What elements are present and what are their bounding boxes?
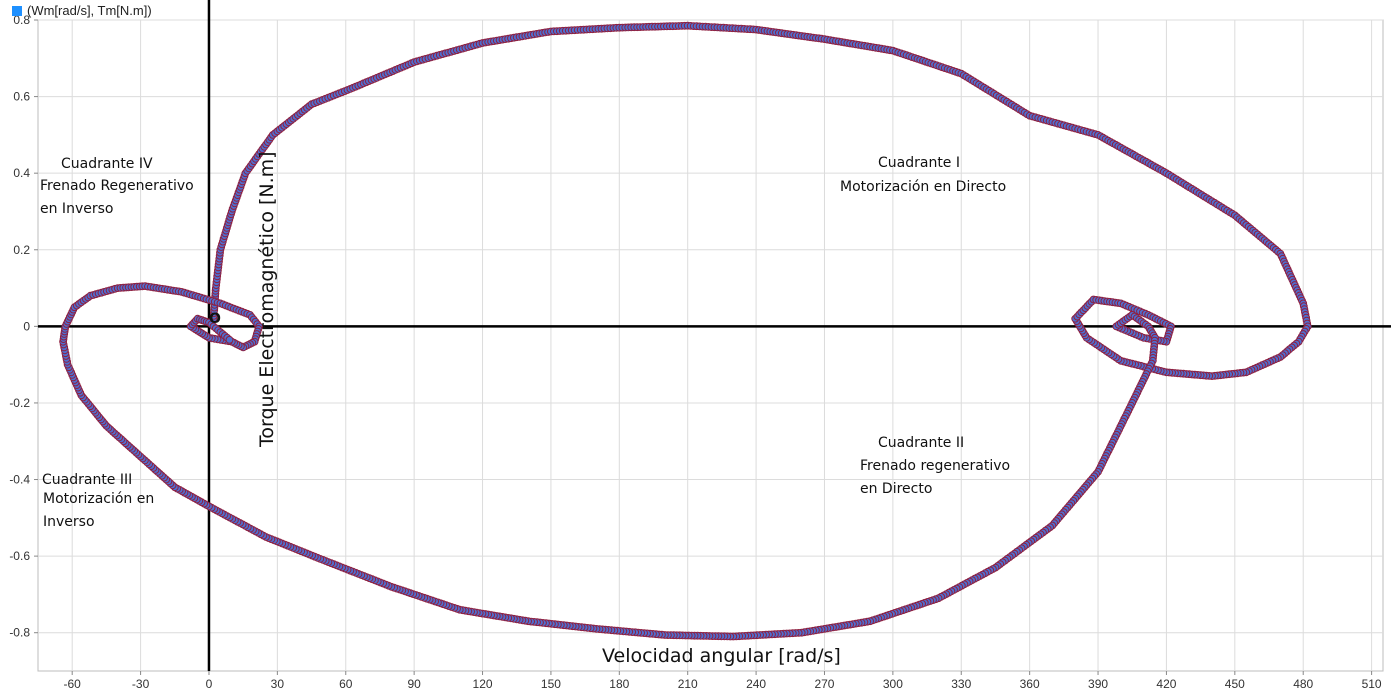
annotation-line: Cuadrante IV	[61, 156, 153, 172]
y-tick-label: 0.6	[13, 90, 30, 104]
x-tick-label: 360	[1020, 677, 1040, 691]
legend[interactable]: (Wm[rad/s], Tm[N.m])	[12, 3, 152, 18]
x-tick-label: 300	[883, 677, 903, 691]
x-tick-label: -60	[64, 677, 82, 691]
x-tick-label: 0	[206, 677, 213, 691]
y-tick-label: 0.8	[13, 13, 30, 27]
y-tick-label: 0	[23, 319, 30, 333]
y-tick-label: -0.4	[9, 473, 30, 487]
x-tick-label: 510	[1362, 677, 1382, 691]
x-tick-label: 90	[407, 677, 421, 691]
y-tick-label: -0.6	[9, 549, 30, 563]
x-axis-title: Velocidad angular [rad/s]	[602, 645, 841, 667]
x-tick-label: 330	[951, 677, 971, 691]
annotation-quadrant-3: Cuadrante III Motorización en Inverso	[42, 472, 154, 530]
x-tick-label: 120	[473, 677, 493, 691]
plot-area	[37, 19, 1384, 672]
x-tick-label: 390	[1088, 677, 1108, 691]
legend-swatch	[12, 6, 22, 16]
x-tick-label: 420	[1156, 677, 1176, 691]
y-tick-label: -0.2	[9, 396, 30, 410]
annotation-line: Motorización en	[43, 491, 154, 507]
y-tick-label: 0.4	[13, 166, 30, 180]
x-tick-label: 180	[609, 677, 629, 691]
tick-labels: -60 -30 0 30 60 90 120 150 180 210 240 270 300 330 360…	[9, 13, 1382, 691]
annotation-line: Frenado Regenerativo	[40, 178, 194, 194]
annotation-line: Cuadrante I	[878, 155, 960, 171]
data-series	[59, 21, 1312, 641]
annotation-quadrant-4: Cuadrante IV Frenado Regenerativo en Inv…	[40, 156, 194, 217]
annotation-quadrant-2: Cuadrante II Frenado regenerativo en Dir…	[860, 435, 1010, 497]
y-axis-title: Torque Electromagnético [N.m]	[256, 151, 278, 448]
legend-label: (Wm[rad/s], Tm[N.m])	[27, 3, 152, 18]
origin-label: O	[209, 311, 221, 327]
x-tick-label: 450	[1225, 677, 1245, 691]
annotation-quadrant-1: Cuadrante I Motorización en Directo	[840, 155, 1006, 195]
data-point	[225, 335, 234, 344]
y-tick-label: -0.8	[9, 626, 30, 640]
annotation-line: Cuadrante III	[42, 472, 132, 488]
annotation-line: Motorización en Directo	[840, 179, 1006, 195]
annotation-line: Frenado regenerativo	[860, 458, 1010, 474]
annotation-line: en Inverso	[40, 201, 113, 217]
annotation-line: Inverso	[43, 514, 95, 530]
x-tick-label: 210	[678, 677, 698, 691]
x-tick-label: 240	[746, 677, 766, 691]
x-tick-label: 270	[814, 677, 834, 691]
x-tick-label: 30	[271, 677, 285, 691]
x-tick-label: 480	[1293, 677, 1313, 691]
annotation-line: Cuadrante II	[878, 435, 964, 451]
y-tick-label: 0.2	[13, 243, 30, 257]
annotation-line: en Directo	[860, 481, 932, 497]
x-tick-label: 60	[339, 677, 353, 691]
x-tick-label: -30	[132, 677, 150, 691]
x-tick-label: 150	[541, 677, 561, 691]
